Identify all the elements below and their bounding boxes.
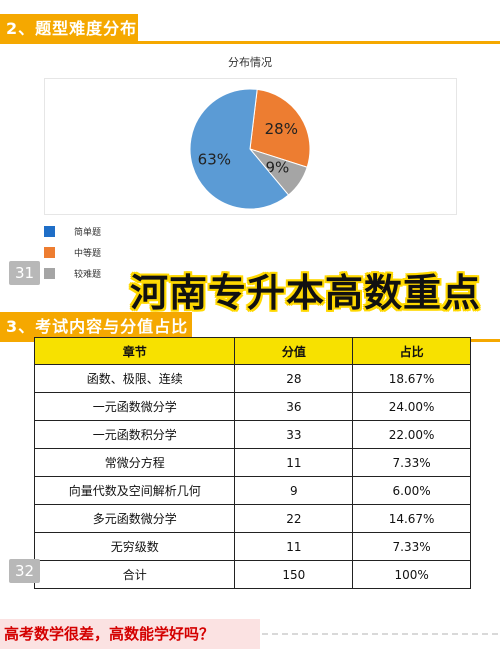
cell-ratio: 22.00% — [352, 420, 471, 449]
cell-chapter: 常微分方程 — [33, 448, 236, 477]
cell-ratio: 24.00% — [352, 392, 471, 421]
header-ratio: 占比 — [352, 337, 471, 365]
chart-title: 分布情况 — [228, 56, 272, 69]
table-row: 无穷级数 11 7.33% — [33, 532, 471, 561]
section2-title: 2、题型难度分布 — [6, 19, 138, 38]
cell-ratio: 18.67% — [352, 364, 471, 393]
legend-swatch-easy — [44, 226, 55, 237]
page-number-badge: 32 — [9, 559, 40, 583]
cell-chapter: 一元函数积分学 — [33, 420, 236, 449]
cell-ratio: 7.33% — [352, 448, 471, 477]
legend-label-hard: 较难题 — [74, 270, 102, 280]
legend-label-medium: 中等题 — [74, 249, 102, 259]
table-header-row: 章节 分值 占比 — [33, 337, 471, 365]
pie-slice-label: 63% — [198, 151, 231, 169]
pie-chart: 28% 9% 63% — [189, 88, 311, 210]
page-number-badge: 31 — [9, 261, 40, 285]
dashed-divider — [262, 633, 498, 635]
legend-swatch-hard — [44, 268, 55, 279]
cell-score: 28 — [234, 364, 354, 393]
cell-ratio: 14.67% — [352, 504, 471, 533]
table-row: 向量代数及空间解析几何 9 6.00% — [33, 476, 471, 505]
cell-chapter: 函数、极限、连续 — [33, 364, 236, 393]
header-score: 分值 — [234, 337, 354, 365]
cell-chapter: 一元函数微分学 — [33, 392, 236, 421]
pie-slice — [249, 88, 311, 168]
cell-score: 150 — [234, 560, 354, 589]
cell-chapter: 多元函数微分学 — [33, 504, 236, 533]
cell-score: 36 — [234, 392, 354, 421]
cell-score: 33 — [234, 420, 354, 449]
score-table: 章节 分值 占比 函数、极限、连续 28 18.67% 一元函数微分学 36 2… — [33, 337, 471, 589]
cell-chapter: 无穷级数 — [33, 532, 236, 561]
table-total-row: 合计 150 100% — [33, 560, 471, 589]
table-row: 一元函数微分学 36 24.00% — [33, 392, 471, 421]
overlay-title: 河南专升本高数重点 — [130, 271, 482, 315]
cell-chapter: 向量代数及空间解析几何 — [33, 476, 236, 505]
pie-slice-label: 9% — [265, 158, 289, 176]
cell-score: 11 — [234, 448, 354, 477]
table-row: 函数、极限、连续 28 18.67% — [33, 364, 471, 393]
table-row: 常微分方程 11 7.33% — [33, 448, 471, 477]
section3-title: 3、考试内容与分值占比 — [6, 317, 189, 336]
bottom-banner: 高考数学很差，高数能学好吗？ — [0, 619, 260, 649]
legend-swatch-medium — [44, 247, 55, 258]
table-row: 一元函数积分学 33 22.00% — [33, 420, 471, 449]
cell-ratio: 6.00% — [352, 476, 471, 505]
pie-slice-label: 28% — [265, 120, 298, 138]
legend-label-easy: 简单题 — [74, 228, 102, 238]
section2-underline — [0, 41, 500, 44]
cell-score: 11 — [234, 532, 354, 561]
table-row: 多元函数微分学 22 14.67% — [33, 504, 471, 533]
cell-ratio: 7.33% — [352, 532, 471, 561]
pie-slice — [189, 88, 290, 210]
section2-header: 2、题型难度分布 — [0, 14, 138, 44]
cell-ratio: 100% — [352, 560, 471, 589]
cell-score: 9 — [234, 476, 354, 505]
cell-chapter: 合计 — [33, 560, 236, 589]
header-chapter: 章节 — [33, 337, 236, 365]
cell-score: 22 — [234, 504, 354, 533]
